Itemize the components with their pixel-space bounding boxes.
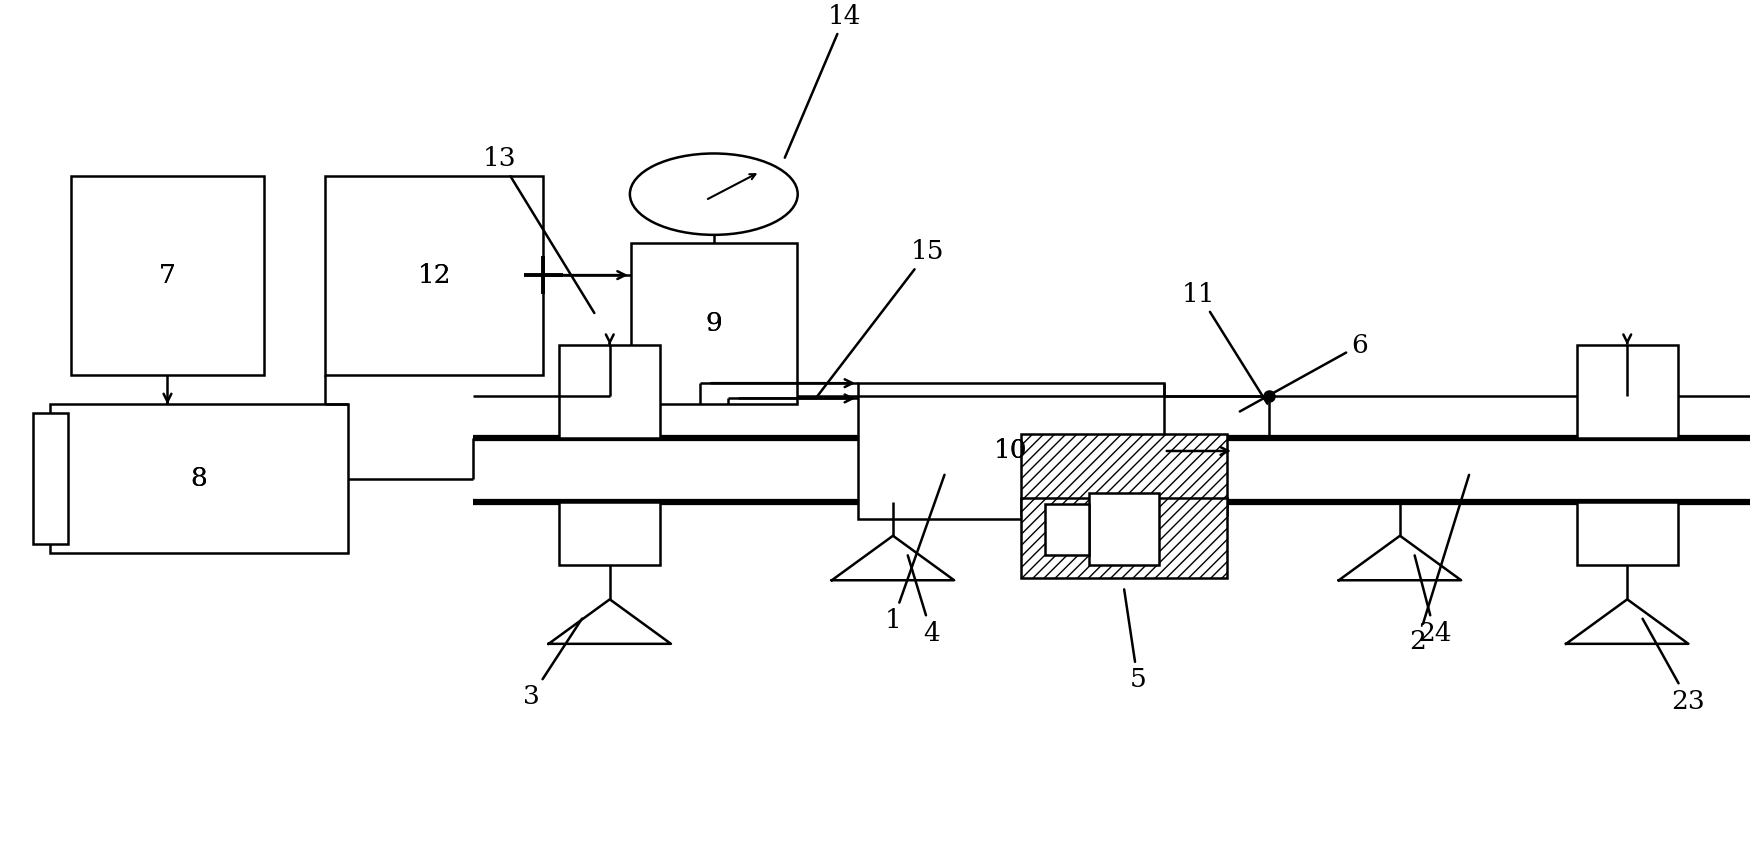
Text: 1: 1 <box>884 475 944 633</box>
Bar <box>1576 502 1677 565</box>
Bar <box>72 175 264 374</box>
Text: 14: 14 <box>784 3 861 157</box>
Text: 9: 9 <box>706 311 721 336</box>
Bar <box>559 502 660 565</box>
Text: 10: 10 <box>995 439 1028 463</box>
Text: 9: 9 <box>706 311 721 336</box>
Bar <box>33 413 68 545</box>
Bar <box>858 383 1164 519</box>
Text: 12: 12 <box>417 262 452 287</box>
Bar <box>1045 504 1089 555</box>
Bar <box>1089 493 1159 565</box>
Text: 8: 8 <box>191 466 207 491</box>
Text: 5: 5 <box>1124 589 1147 693</box>
Text: 7: 7 <box>159 262 175 287</box>
Text: 24: 24 <box>1415 556 1452 646</box>
Text: 15: 15 <box>816 239 946 398</box>
Text: 2: 2 <box>1410 475 1469 654</box>
Bar <box>324 175 543 374</box>
Text: 10: 10 <box>995 439 1028 463</box>
Text: 6: 6 <box>1240 333 1368 411</box>
Text: 23: 23 <box>1642 619 1705 714</box>
Text: 3: 3 <box>522 619 581 710</box>
Bar <box>1021 434 1227 515</box>
Text: 8: 8 <box>191 466 207 491</box>
Bar <box>1576 345 1677 439</box>
Bar <box>51 404 347 552</box>
Text: 7: 7 <box>159 262 175 287</box>
Text: 13: 13 <box>483 146 594 313</box>
Text: 12: 12 <box>417 262 452 287</box>
Bar <box>559 345 660 439</box>
Bar <box>1021 498 1227 578</box>
Text: 4: 4 <box>907 556 940 646</box>
Bar <box>630 244 797 404</box>
Text: 11: 11 <box>1182 281 1268 404</box>
